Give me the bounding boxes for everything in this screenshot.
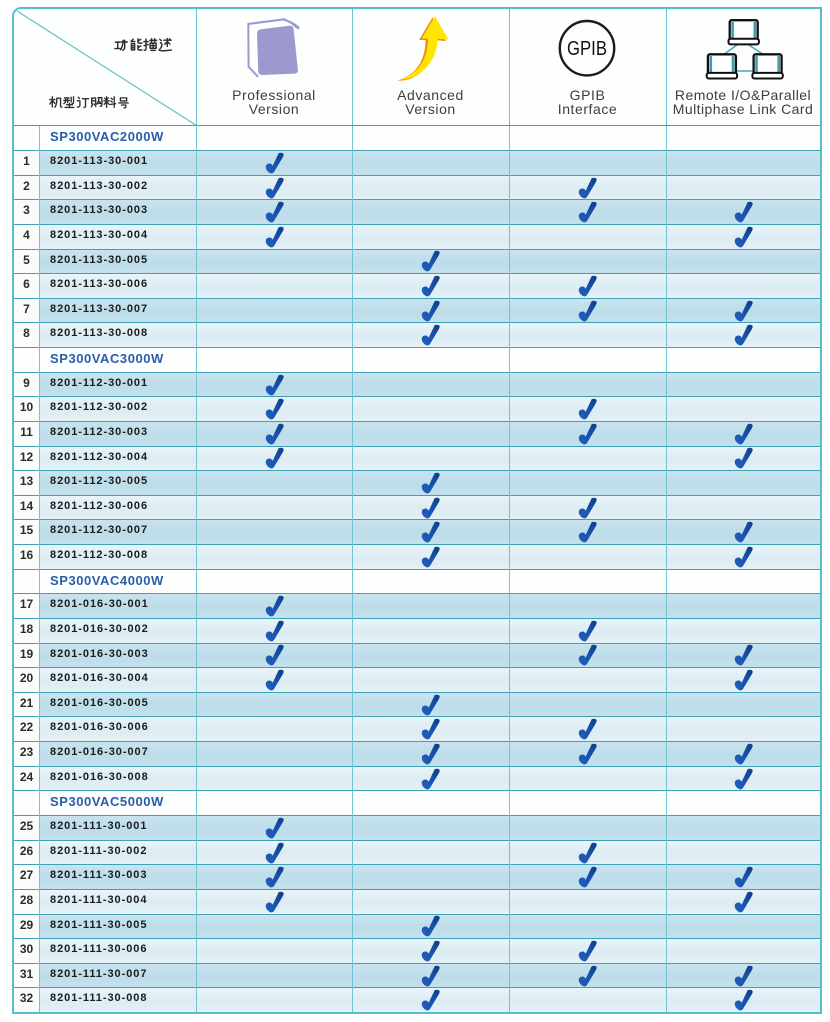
svg-text:GPIB: GPIB (567, 38, 607, 60)
